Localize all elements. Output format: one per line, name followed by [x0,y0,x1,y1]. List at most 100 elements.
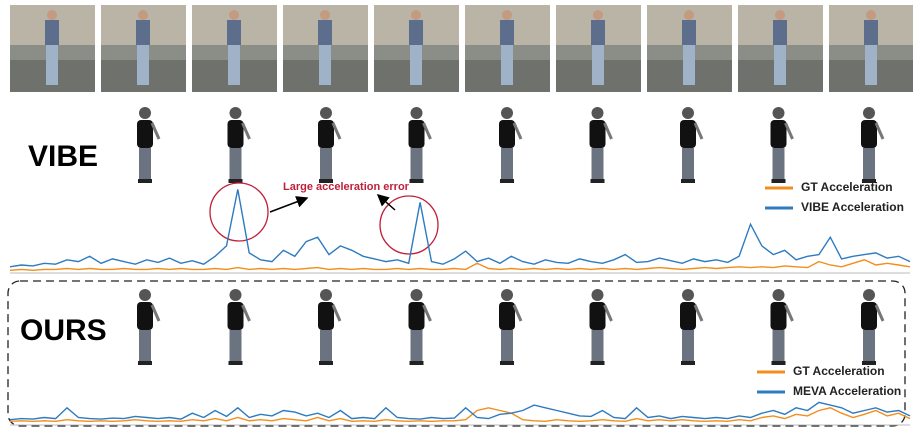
mesh-torso [318,302,334,330]
mesh-head [320,107,332,119]
mesh-torso [499,120,515,148]
mesh-feet [500,361,514,365]
mesh-head [501,289,513,301]
mesh-feet [138,361,152,365]
mesh-feet [409,179,424,183]
mesh-feet [138,179,152,183]
mesh-legs [591,330,604,362]
mesh-legs [682,330,694,362]
mesh-torso [589,302,606,330]
acceleration-line [9,407,911,423]
mesh-head [410,107,423,119]
mesh-feet [681,361,695,365]
person-legs [319,45,331,85]
method-label: VIBE [28,140,98,173]
mesh-feet [409,361,424,365]
mesh-torso [770,120,787,148]
mesh-arm [512,122,523,140]
mesh-feet [319,361,333,365]
mesh-arm [512,304,523,322]
mesh-legs [682,148,694,180]
mesh-head [682,107,694,119]
person-legs [865,45,877,85]
mesh-arm [693,304,704,322]
mesh-arm [603,304,613,322]
mesh-legs [501,330,513,362]
mesh-head [682,289,694,301]
mesh-legs [863,148,875,180]
mesh-head [229,107,242,119]
legend-label: GT Acceleration [793,364,885,378]
mesh-arm [693,122,704,140]
mesh-arm [422,304,432,322]
mesh-legs [591,148,604,180]
mesh-head [772,289,785,301]
mesh-legs [229,148,242,180]
mesh-arm [150,304,161,322]
person-legs [410,45,422,85]
person-legs [46,45,58,85]
person-shirt [500,20,514,45]
mesh-torso [227,302,244,330]
mesh-head [320,289,332,301]
mesh-arm [874,122,885,140]
mesh-head [591,289,604,301]
mesh-arm [784,122,794,140]
mesh-feet [228,179,243,183]
person-head [866,10,876,20]
mesh-torso [861,302,877,330]
mesh-arm [331,304,342,322]
person-legs [137,45,149,85]
mesh-head [139,289,151,301]
arrow [269,196,309,213]
acceleration-line [9,259,911,272]
mesh-arm [150,122,161,140]
person-shirt [591,20,605,45]
person-head [138,10,148,20]
mesh-legs [772,148,785,180]
mesh-feet [681,179,695,183]
mesh-feet [862,361,876,365]
mesh-torso [499,302,515,330]
person-legs [774,45,786,85]
legend-label: MEVA Acceleration [793,384,901,398]
mesh-torso [137,302,153,330]
mesh-row [137,107,885,365]
plots: GT Acceleration VIBE Acceleration GT Accel… [9,180,911,426]
legend-label: GT Acceleration [801,180,893,194]
mesh-feet [590,361,605,365]
person-head [320,10,330,20]
mesh-legs [410,330,423,362]
mesh-legs [139,148,151,180]
mesh-torso [861,120,877,148]
mesh-head [410,289,423,301]
mesh-legs [320,148,332,180]
mesh-torso [680,120,696,148]
mesh-legs [139,330,151,362]
person-head [502,10,512,20]
photo-strip [10,5,913,92]
person-shirt [409,20,423,45]
mesh-head [139,107,151,119]
acceleration-line [9,189,911,268]
mesh-arm [241,122,251,140]
mesh-legs [410,148,423,180]
mesh-torso [589,120,606,148]
highlight-circle [379,195,439,255]
mesh-arm [784,304,794,322]
mesh-head [229,289,242,301]
mesh-arm [331,122,342,140]
ours-box [7,280,906,427]
mesh-head [591,107,604,119]
person-legs [592,45,604,85]
mesh-legs [320,330,332,362]
mesh-torso [408,302,425,330]
legend-label: VIBE Acceleration [801,200,904,214]
person-legs [683,45,695,85]
mesh-feet [771,361,786,365]
mesh-arm [603,122,613,140]
highlight-circle [209,182,269,242]
mesh-head [863,289,875,301]
person-head [411,10,421,20]
method-label: OURS [20,314,107,347]
